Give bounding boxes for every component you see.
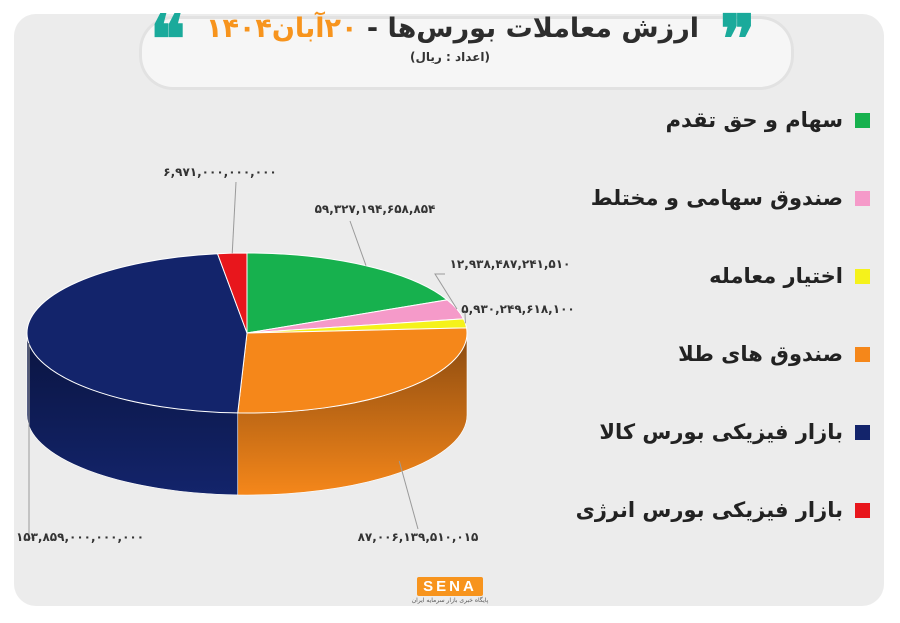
pie-leader-line: [231, 181, 237, 254]
legend-item: صندوق های طلا: [580, 334, 870, 374]
legend-label: سهام و حق تقدم: [665, 108, 843, 132]
legend-swatch: [855, 268, 870, 284]
pie-data-label: ۸۷,۰۰۶,۱۳۹,۵۱۰,۰۱۵: [358, 530, 479, 544]
legend-swatch: [855, 112, 870, 128]
legend-swatch: [855, 424, 870, 440]
legend: سهام و حق تقدم صندوق سهامی و مختلط اختیار …: [576, 100, 870, 560]
pie-slice: [216, 252, 248, 334]
sena-logo: SENA پایگاه خبری بازار سرمایه ایران: [405, 576, 495, 616]
legend-item: بازار فیزیکی بورس انرژی: [576, 490, 870, 530]
legend-label: بازار فیزیکی بورس انرژی: [575, 498, 843, 522]
legend-item: اختیار معامله: [580, 256, 870, 296]
legend-label: بازار فیزیکی بورس کالا: [599, 420, 843, 444]
pie-leader-lines: [28, 181, 466, 539]
legend-label: صندوق سهامی و مختلط: [590, 186, 843, 210]
pie-data-label: ۶,۹۷۱,۰۰۰,۰۰۰,۰۰۰: [163, 165, 276, 179]
logo-text: SENA: [417, 577, 483, 596]
pie-slice: [237, 327, 468, 414]
chart-subtitle: (اعداد : ریال): [410, 50, 490, 64]
pie-leader-line: [434, 273, 458, 310]
legend-item: صندوق سهامی و مختلط: [580, 178, 870, 218]
logo-tagline: پایگاه خبری بازار سرمایه ایران: [411, 597, 489, 604]
pie-leader-line: [398, 460, 419, 530]
quote-mark-left-icon: ❝: [150, 0, 186, 78]
title-banner: [139, 16, 794, 90]
pie-data-label: ۵۹,۳۲۷,۱۹۴,۶۵۸,۸۵۴: [315, 202, 436, 216]
pie-slice: [246, 252, 449, 334]
legend-swatch: [855, 502, 870, 518]
pie-top-group: [26, 252, 468, 414]
legend-item: بازار فیزیکی بورس کالا: [580, 412, 870, 452]
legend-swatch: [855, 346, 870, 362]
pie-leader-line: [28, 343, 35, 539]
pie-data-labels: ۵۹,۳۲۷,۱۹۴,۶۵۸,۸۵۴ ۱۲,۹۳۸,۴۸۷,۲۴۱,۵۱۰ ۵,۹۳…: [16, 165, 575, 544]
pie-data-label: ۱۵۳,۸۵۹,۰۰۰,۰۰۰,۰۰۰: [16, 530, 144, 544]
legend-label: اختیار معامله: [709, 264, 843, 288]
pie-data-label: ۱۲,۹۳۸,۴۸۷,۲۴۱,۵۱۰: [450, 257, 571, 271]
legend-item: سهام و حق تقدم: [580, 100, 870, 140]
legend-label: صندوق های طلا: [678, 342, 843, 366]
title-date: ۲۰آبان۱۴۰۴: [205, 13, 358, 44]
quote-mark-right-icon: ❞: [720, 0, 756, 78]
legend-swatch: [855, 190, 870, 206]
pie-leader-line: [349, 220, 367, 266]
chart-title: ارزش معاملات بورس‌ها - ۲۰آبان۱۴۰۴: [180, 10, 725, 48]
pie-data-label: ۵,۹۳۰,۲۴۹,۶۱۸,۱۰۰: [461, 302, 574, 316]
title-text: ارزش معاملات بورس‌ها -: [366, 13, 700, 44]
pie-slice: [26, 253, 248, 414]
